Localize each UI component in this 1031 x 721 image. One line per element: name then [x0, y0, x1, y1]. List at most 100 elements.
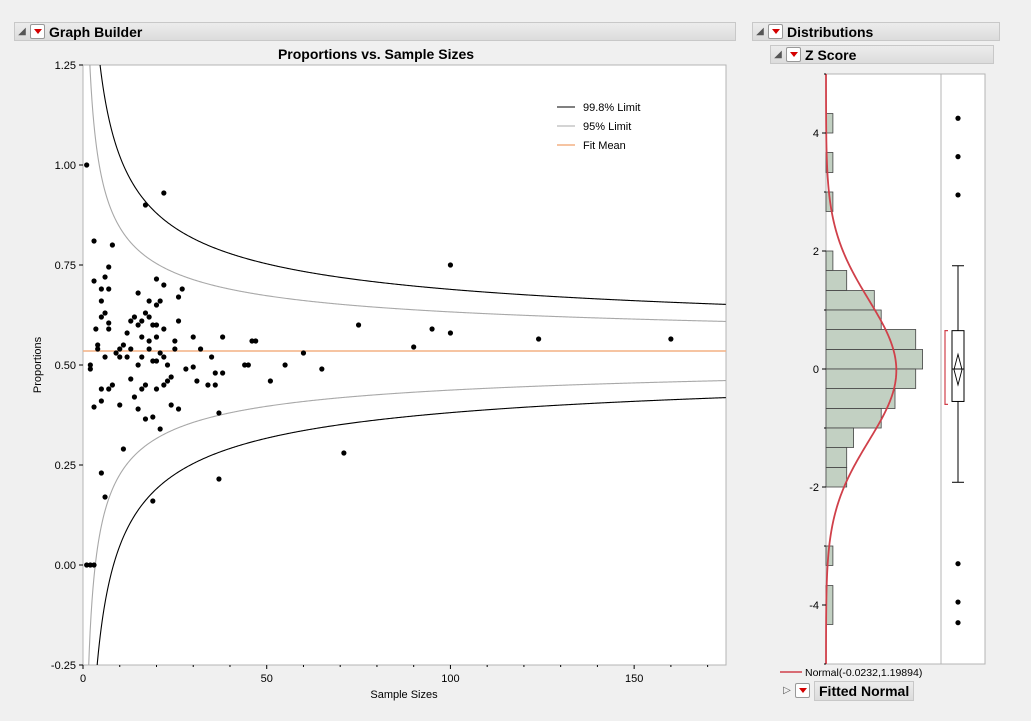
data-point[interactable]: [157, 298, 163, 304]
histogram-bar[interactable]: [825, 408, 882, 429]
histogram-bar[interactable]: [825, 427, 855, 448]
data-point[interactable]: [220, 334, 226, 340]
graph-builder-menu-icon[interactable]: [30, 24, 45, 39]
data-point[interactable]: [135, 406, 141, 412]
data-point[interactable]: [106, 320, 112, 326]
disclosure-triangle-closed-icon[interactable]: ▷: [783, 685, 791, 696]
data-point[interactable]: [175, 318, 182, 324]
data-point[interactable]: [153, 276, 160, 282]
scatter-chart[interactable]: Proportions vs. Sample Sizes -0.25 0.00 0.…: [0, 42, 740, 702]
data-point[interactable]: [102, 494, 108, 500]
legend-label[interactable]: 99.8% Limit: [583, 102, 640, 114]
histogram-bar[interactable]: [825, 388, 896, 409]
data-point[interactable]: [142, 202, 149, 208]
data-point[interactable]: [157, 350, 163, 356]
data-point[interactable]: [84, 162, 90, 168]
data-point[interactable]: [157, 426, 163, 432]
data-point[interactable]: [150, 322, 156, 328]
data-point[interactable]: [161, 282, 167, 288]
disclosure-triangle-icon[interactable]: ◢: [18, 26, 26, 37]
data-point[interactable]: [102, 310, 108, 316]
data-point[interactable]: [245, 362, 251, 368]
data-point[interactable]: [98, 398, 104, 404]
data-point[interactable]: [190, 334, 196, 340]
disclosure-triangle-icon[interactable]: ◢: [756, 26, 764, 37]
data-point[interactable]: [168, 374, 174, 380]
data-point[interactable]: [84, 562, 90, 568]
data-point[interactable]: [172, 346, 178, 352]
data-point[interactable]: [447, 262, 454, 268]
data-point[interactable]: [300, 350, 307, 356]
data-point[interactable]: [98, 470, 104, 476]
data-point[interactable]: [668, 336, 674, 342]
outlier-point[interactable]: [955, 192, 961, 198]
data-point[interactable]: [106, 386, 112, 392]
data-point[interactable]: [411, 344, 417, 350]
data-point[interactable]: [87, 366, 93, 372]
data-point[interactable]: [128, 376, 134, 382]
data-point[interactable]: [161, 190, 167, 196]
z-score-menu-icon[interactable]: [786, 47, 801, 62]
data-point[interactable]: [128, 318, 134, 324]
data-point[interactable]: [146, 298, 152, 304]
data-point[interactable]: [98, 298, 104, 304]
data-point[interactable]: [197, 346, 204, 352]
data-point[interactable]: [161, 354, 167, 360]
data-point[interactable]: [220, 370, 226, 376]
data-point[interactable]: [113, 350, 119, 356]
data-point[interactable]: [447, 330, 454, 336]
data-point[interactable]: [216, 410, 222, 416]
data-point[interactable]: [242, 362, 248, 368]
data-point[interactable]: [117, 346, 123, 352]
data-point[interactable]: [106, 264, 112, 270]
data-point[interactable]: [102, 354, 108, 360]
data-point[interactable]: [131, 314, 138, 320]
histogram-bar[interactable]: [825, 368, 917, 389]
histogram-bar[interactable]: [825, 290, 875, 311]
data-point[interactable]: [179, 286, 185, 292]
legend-label[interactable]: Fit Mean: [583, 140, 626, 152]
data-point[interactable]: [91, 278, 97, 284]
data-point[interactable]: [209, 354, 215, 360]
data-point[interactable]: [106, 326, 112, 332]
data-point[interactable]: [205, 382, 211, 388]
data-point[interactable]: [91, 404, 97, 410]
data-point[interactable]: [355, 322, 362, 328]
histogram-bar[interactable]: [825, 270, 848, 291]
data-point[interactable]: [102, 274, 108, 280]
iqr-box[interactable]: [951, 330, 965, 402]
data-point[interactable]: [194, 378, 200, 384]
data-point[interactable]: [87, 562, 93, 568]
data-point[interactable]: [142, 310, 149, 316]
data-point[interactable]: [341, 450, 347, 456]
data-point[interactable]: [139, 334, 145, 340]
data-point[interactable]: [142, 416, 149, 422]
histogram-bar[interactable]: [825, 349, 923, 370]
data-point[interactable]: [109, 242, 115, 248]
data-point[interactable]: [536, 336, 542, 342]
data-point[interactable]: [153, 322, 160, 328]
disclosure-triangle-icon[interactable]: ◢: [774, 49, 782, 60]
data-point[interactable]: [249, 338, 255, 344]
data-point[interactable]: [216, 476, 222, 482]
data-point[interactable]: [98, 286, 104, 292]
outlier-point[interactable]: [955, 154, 961, 160]
outlier-point[interactable]: [955, 620, 961, 626]
data-point[interactable]: [183, 366, 189, 372]
data-point[interactable]: [429, 326, 435, 332]
histogram-bar[interactable]: [825, 250, 834, 271]
data-point[interactable]: [139, 386, 145, 392]
outlier-point[interactable]: [955, 561, 961, 567]
data-point[interactable]: [95, 346, 101, 352]
data-point[interactable]: [106, 286, 112, 292]
data-point[interactable]: [120, 342, 127, 348]
data-point[interactable]: [253, 338, 259, 344]
data-point[interactable]: [98, 314, 104, 320]
data-point[interactable]: [135, 362, 141, 368]
histogram-bar[interactable]: [825, 329, 917, 350]
data-point[interactable]: [117, 354, 123, 360]
histogram-bar[interactable]: [825, 447, 848, 468]
data-point[interactable]: [212, 382, 218, 388]
data-point[interactable]: [175, 406, 182, 412]
histogram-bar[interactable]: [825, 309, 882, 330]
